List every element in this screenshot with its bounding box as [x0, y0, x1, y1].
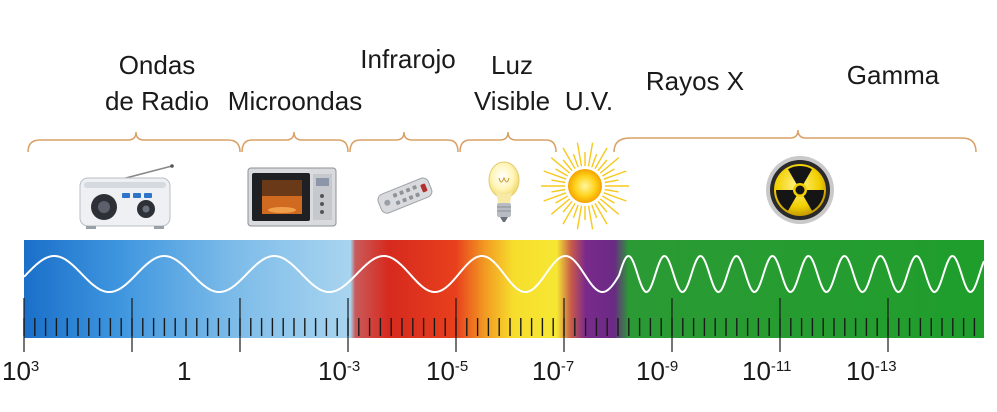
sun-ray [543, 170, 567, 180]
sun-ray [543, 192, 567, 202]
sun-ray [599, 198, 620, 215]
sun-disc [568, 169, 602, 203]
radio-icon [79, 164, 174, 229]
scale-label-1e-9: 10-9 [636, 356, 679, 386]
sun-ray [601, 195, 615, 204]
band-label-microwave: Microondas [227, 86, 363, 116]
sun-ray [576, 205, 583, 230]
band-label-radio-line2: de Radio [104, 86, 210, 116]
sun-ray [562, 147, 576, 170]
scale-label-1e-3: 10-3 [318, 356, 361, 386]
light-bulb-icon [488, 161, 520, 222]
radiation-icon [766, 156, 834, 224]
remote-control-icon [377, 177, 433, 214]
sun-ray [562, 202, 576, 225]
sun-ray [562, 200, 573, 213]
scale-label-1e-13: 10-13 [846, 356, 897, 386]
band-label-xray: Rayos X [645, 66, 745, 96]
bracket-infrared [349, 131, 459, 153]
bracket-visible [459, 131, 557, 153]
sun-ray [551, 179, 566, 184]
sun-ray [572, 204, 579, 219]
microwave-oven-icon [247, 167, 337, 227]
sun-ray [555, 195, 569, 204]
band-label-gamma: Gamma [846, 60, 940, 90]
sun-ray [587, 142, 594, 167]
spectrum-bar [24, 240, 984, 338]
sun-icon [541, 142, 629, 230]
band-label-radio-line1: Ondas [118, 50, 196, 80]
sun-ray [550, 198, 571, 215]
sun-ray [551, 188, 566, 193]
sun-ray [594, 202, 608, 225]
sun-ray [603, 170, 627, 180]
sun-ray [597, 159, 608, 172]
sun-ray [604, 188, 619, 193]
band-brackets [27, 129, 977, 153]
sun-ray [550, 157, 571, 174]
scale-ruler [23, 298, 976, 352]
band-label-uv: U.V. [564, 86, 614, 116]
band-label-radio: Ondas de Radio [68, 50, 246, 116]
band-label-visible-line1: Luz [491, 50, 533, 80]
bracket-microwave [241, 131, 349, 153]
bracket-xray-gamma [613, 129, 977, 153]
sun-ray [597, 200, 608, 213]
sun-ray [591, 204, 598, 219]
scale-label-1e-11: 10-11 [742, 356, 792, 386]
sun-ray [576, 142, 583, 167]
band-label-infrared: Infrarojo [360, 44, 456, 74]
sun-ray [562, 159, 573, 172]
sun-ray [594, 147, 608, 170]
wave-line [23, 254, 985, 294]
band-label-visible-line2: Visible [473, 86, 551, 116]
sun-ray [601, 168, 615, 177]
bracket-radio [27, 131, 241, 153]
scale-label-1e-7: 10-7 [532, 356, 575, 386]
sun-ray [591, 153, 598, 168]
sun-ray [555, 168, 569, 177]
scale-label-1e3: 103 [2, 356, 40, 386]
sun-ray [603, 192, 627, 202]
sun-ray [599, 157, 620, 174]
sun-ray [604, 179, 619, 184]
sun-ray [572, 153, 579, 168]
sun-ray [587, 205, 594, 230]
scale-label-1e-5: 10-5 [426, 356, 469, 386]
band-label-visible: Luz Visible [462, 50, 562, 116]
scale-label-1: 1 [177, 356, 192, 386]
